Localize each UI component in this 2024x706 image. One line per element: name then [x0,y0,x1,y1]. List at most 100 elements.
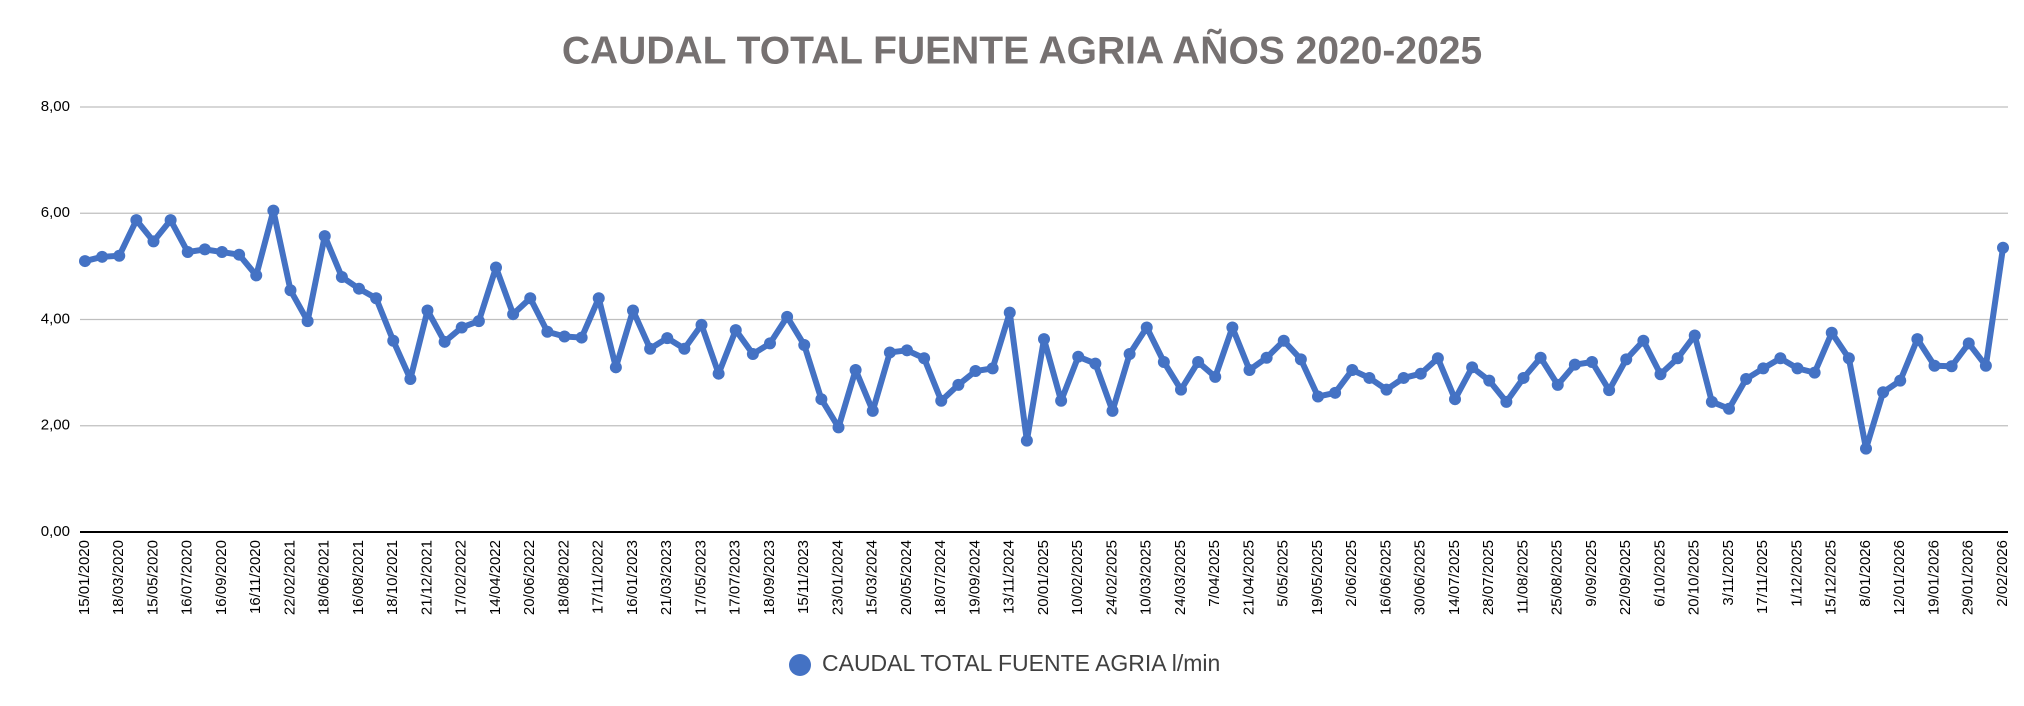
data-point [164,214,177,227]
x-tick-label: 20/01/2025 [1035,540,1052,615]
x-tick-label: 18/10/2021 [384,540,401,615]
y-tick-label: 4,00 [41,310,70,327]
data-point [1466,361,1479,374]
data-point [1055,394,1068,407]
x-tick-label: 1/12/2025 [1788,540,1805,607]
x-tick-label: 23/01/2024 [829,540,846,615]
data-point [267,204,280,217]
data-point [1277,334,1290,347]
data-point [541,325,554,338]
x-tick-label: 30/06/2025 [1412,540,1429,615]
data-point [472,315,485,328]
x-tick-label: 8/01/2026 [1857,540,1874,607]
data-point [1020,434,1033,447]
x-tick-label: 15/12/2025 [1823,540,1840,615]
x-tick-label: 19/05/2025 [1309,540,1326,615]
data-point [1517,371,1530,384]
x-tick-label: 10/02/2025 [1069,540,1086,615]
data-point [712,367,725,380]
data-point [1740,373,1753,385]
data-point [198,243,211,256]
x-tick-label: 17/11/2022 [590,540,607,614]
x-tick-label: 17/05/2023 [692,540,709,615]
data-point [901,344,913,357]
data-point [1483,374,1496,387]
data-point [781,310,794,323]
x-tick-label: 2/02/2026 [1994,540,2011,607]
data-point [1825,326,1838,339]
data-point [746,348,759,361]
x-tick-label: 16/08/2021 [350,540,367,615]
data-point [866,404,879,417]
data-point [1997,241,2009,254]
x-tick-label: 14/04/2022 [487,540,504,615]
data-point [986,362,999,375]
x-tick-label: 21/04/2025 [1240,540,1257,615]
data-point [592,292,605,305]
data-point [181,246,194,259]
data-point [935,394,948,407]
data-point [1003,306,1016,319]
data-point [1072,350,1085,363]
x-tick-label: 19/01/2026 [1925,540,1942,615]
data-point [1175,383,1187,396]
data-point [1226,321,1239,334]
data-point [815,393,828,406]
data-point [609,361,622,374]
x-tick-label: 15/05/2020 [144,540,161,615]
data-point [1757,362,1770,375]
data-point [1329,386,1342,399]
data-point [284,284,297,297]
x-tick-label: 20/06/2022 [521,540,538,615]
data-point [1431,352,1444,365]
x-tick-label: 16/01/2023 [624,540,641,615]
data-point [1192,356,1205,368]
data-point [1705,395,1718,408]
x-tick-label: 22/02/2021 [281,540,298,615]
y-tick-label: 8,00 [41,98,70,115]
y-tick-label: 6,00 [41,204,70,221]
data-point [1038,333,1050,346]
x-tick-label: 16/09/2020 [213,540,230,615]
data-point [1568,358,1581,371]
x-tick-label: 18/03/2020 [110,540,127,615]
x-tick-label: 18/06/2021 [316,540,333,615]
data-point [1620,353,1633,366]
x-tick-label: 14/07/2025 [1446,540,1463,615]
y-tick-label: 0,00 [41,523,70,540]
data-point [1688,329,1701,342]
x-tick-label: 20/10/2025 [1686,540,1703,615]
data-point [130,214,143,227]
x-tick-label: 19/09/2024 [966,540,983,615]
legend-marker [789,654,811,676]
data-point [1603,384,1616,397]
data-point [1894,374,1907,387]
data-point [918,352,931,365]
series-line [84,207,2006,452]
data-point [798,339,811,351]
data-point [952,378,965,391]
data-point [79,255,91,268]
x-tick-label: 11/08/2025 [1514,540,1531,614]
data-point [849,363,862,376]
data-point [1089,357,1102,370]
x-tick-label: 17/11/2025 [1754,540,1771,614]
x-tick-label: 16/11/2020 [247,540,264,614]
data-point [1791,362,1804,375]
data-point [1209,370,1222,383]
x-tick-label: 21/03/2023 [658,540,675,615]
data-point [216,246,228,259]
x-tick-label: 18/09/2023 [761,540,778,615]
data-point [113,249,126,262]
x-tick-label: 6/10/2025 [1651,540,1668,607]
x-tick-label: 15/11/2023 [795,540,812,614]
data-point [558,330,571,343]
data-point [1860,442,1872,455]
data-point [353,282,365,295]
data-point [233,248,246,261]
legend-label: CAUDAL TOTAL FUENTE AGRIA l/min [822,650,1220,676]
data-point [370,292,383,305]
x-tick-label: 2/06/2025 [1343,540,1360,607]
x-tick-label: 9/09/2025 [1583,540,1600,607]
